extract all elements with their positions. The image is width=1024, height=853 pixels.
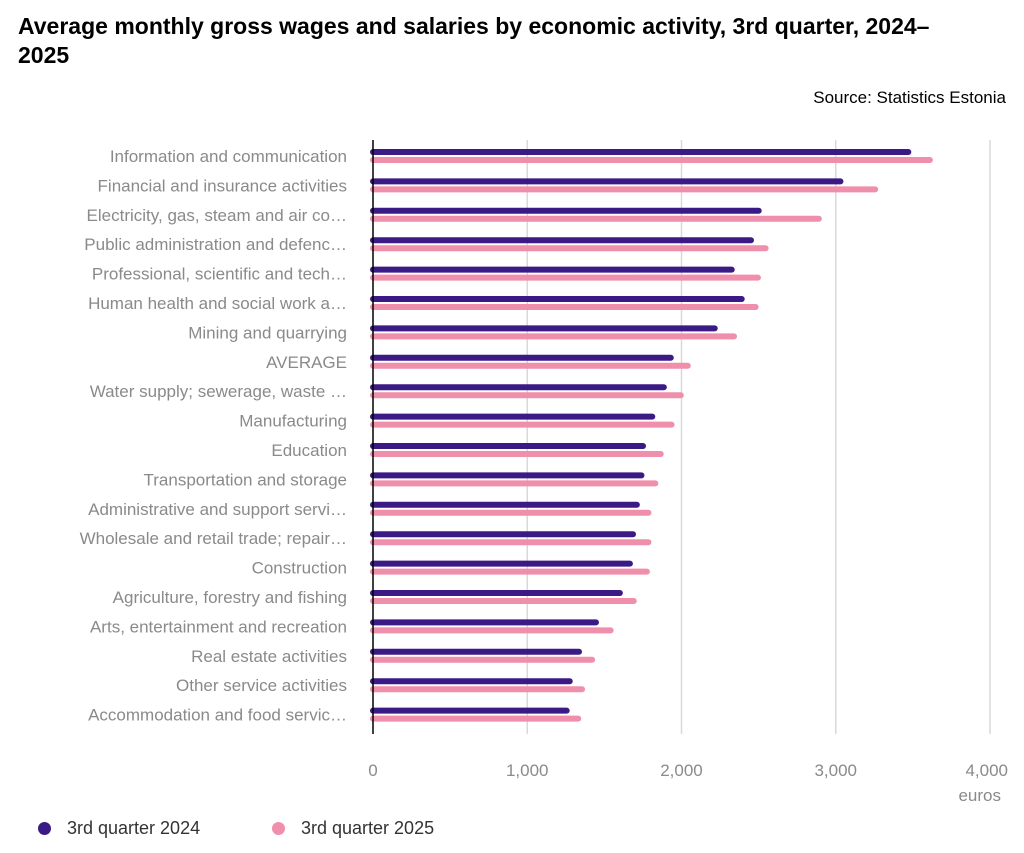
bar — [370, 207, 762, 214]
bar — [370, 509, 652, 516]
bar — [370, 149, 912, 155]
legend-item-2025[interactable]: 3rd quarter 2025 — [272, 818, 434, 839]
category-label: Human health and social work a… — [88, 294, 347, 313]
bar — [370, 333, 738, 340]
bar — [370, 480, 659, 487]
bar — [370, 501, 640, 508]
legend-marker — [272, 822, 285, 835]
category-label: Construction — [252, 559, 347, 578]
category-label: Arts, entertainment and recreation — [90, 617, 347, 636]
category-label: Professional, scientific and tech… — [92, 265, 347, 284]
bar — [370, 678, 573, 685]
legend-label: 3rd quarter 2025 — [301, 818, 435, 838]
category-label: AVERAGE — [266, 353, 347, 372]
bar — [370, 451, 664, 457]
bar — [370, 539, 652, 546]
bar — [370, 413, 656, 420]
category-label: Other service activities — [176, 676, 347, 695]
bar — [370, 443, 647, 449]
bar — [370, 619, 599, 626]
x-tick-label: 4,000 — [965, 761, 1008, 780]
category-label: Real estate activities — [191, 647, 347, 666]
category-label: Water supply; sewerage, waste … — [90, 382, 347, 401]
bar — [370, 237, 754, 244]
bar — [370, 531, 636, 538]
bar — [370, 568, 650, 575]
bar — [370, 472, 645, 479]
bar — [370, 656, 596, 663]
bar — [370, 157, 933, 163]
bar — [370, 178, 844, 185]
bar — [370, 590, 623, 596]
category-label: Accommodation and food servic… — [88, 706, 347, 725]
category-label: Information and communication — [110, 147, 347, 166]
category-label: Education — [271, 441, 347, 460]
bar — [370, 392, 684, 399]
bar — [370, 384, 667, 391]
bar — [370, 296, 745, 302]
legend-marker — [38, 822, 51, 835]
bar — [370, 421, 675, 428]
category-label: Manufacturing — [239, 412, 347, 431]
category-label: Public administration and defenc… — [84, 235, 347, 254]
x-tick-label: 3,000 — [814, 761, 857, 780]
bar — [370, 215, 822, 222]
bar — [370, 715, 582, 722]
category-label: Financial and insurance activities — [98, 176, 347, 195]
chart-source: Source: Statistics Estonia — [813, 88, 1006, 107]
chart-title: Average monthly gross wages and salaries… — [18, 13, 930, 68]
category-label: Transportation and storage — [144, 470, 348, 489]
bar — [370, 245, 769, 252]
bar — [370, 648, 583, 655]
bar — [370, 186, 879, 193]
bar — [370, 304, 759, 310]
bar — [370, 560, 633, 567]
category-label: Agriculture, forestry and fishing — [113, 588, 347, 607]
category-label: Wholesale and retail trade; repair… — [80, 529, 347, 548]
category-label: Electricity, gas, steam and air co… — [87, 206, 347, 225]
x-tick-label: 2,000 — [660, 761, 703, 780]
bar — [370, 274, 761, 281]
legend-label: 3rd quarter 2024 — [67, 818, 201, 838]
x-tick-label: 0 — [368, 761, 377, 780]
category-label: Mining and quarrying — [188, 323, 347, 342]
bar — [370, 362, 691, 369]
bar — [370, 707, 570, 714]
bar — [370, 354, 674, 361]
bar — [370, 325, 718, 332]
category-label: Administrative and support servi… — [88, 500, 347, 519]
bar — [370, 686, 586, 693]
bar — [370, 598, 637, 604]
legend-item-2024[interactable]: 3rd quarter 2024 — [38, 818, 200, 839]
bar — [370, 627, 614, 634]
bar — [370, 266, 735, 273]
x-tick-label: 1,000 — [506, 761, 549, 780]
x-axis-label: euros — [958, 786, 1001, 805]
